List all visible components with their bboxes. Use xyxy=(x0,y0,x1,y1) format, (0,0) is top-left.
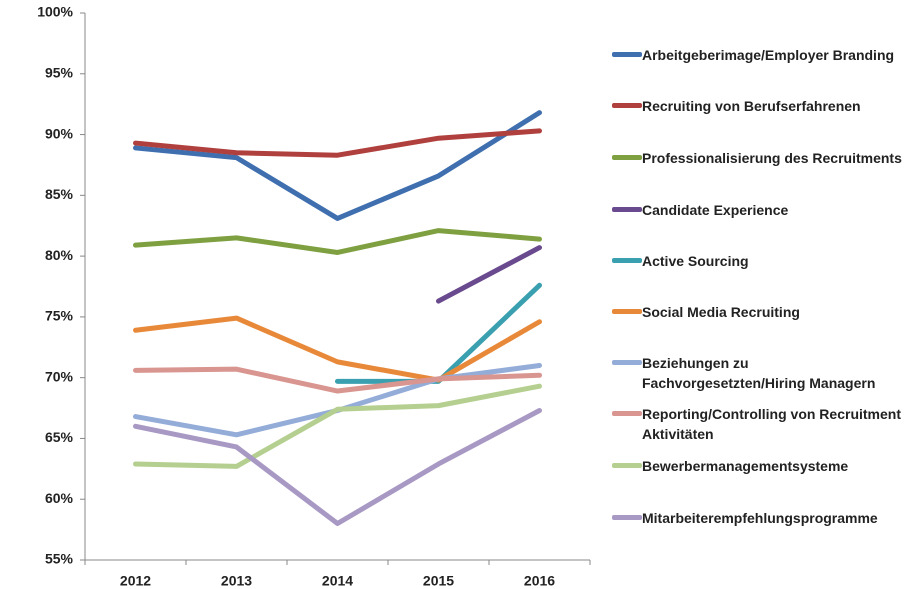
series-line xyxy=(436,245,542,304)
legend-swatch xyxy=(612,360,642,365)
y-tick-label: 100% xyxy=(37,4,73,20)
legend-entry: Reporting/Controlling von Recruitment Ak… xyxy=(612,404,912,444)
legend-entry: Active Sourcing xyxy=(612,251,912,271)
y-tick-label: 70% xyxy=(45,368,74,384)
y-tick-label: 95% xyxy=(45,64,74,80)
legend-swatch xyxy=(612,52,642,57)
y-tick-label: 60% xyxy=(45,490,74,506)
y-tick-label: 55% xyxy=(45,551,74,567)
legend-label: Active Sourcing xyxy=(642,253,749,269)
series-line xyxy=(133,315,542,383)
legend-label: Professionalisierung des Recruitments xyxy=(642,150,902,166)
legend-swatch xyxy=(612,309,642,314)
legend-label: Recruiting von Berufserfahrenen xyxy=(642,98,861,114)
legend-swatch xyxy=(612,411,642,416)
legend-entry: Professionalisierung des Recruitments xyxy=(612,148,912,168)
x-tick-label: 2013 xyxy=(221,573,252,589)
x-tick-label: 2016 xyxy=(524,573,555,589)
legend-label: Reporting/Controlling von Recruitment Ak… xyxy=(642,406,901,442)
legend-swatch xyxy=(612,155,642,160)
legend-label: Mitarbeiterempfehlungsprogramme xyxy=(642,510,878,526)
legend-entry: Arbeitgeberimage/Employer Branding xyxy=(612,45,912,65)
x-tick-label: 2015 xyxy=(423,573,454,589)
series-line xyxy=(133,128,542,158)
x-tick-label: 2014 xyxy=(322,573,353,589)
legend-label: Social Media Recruiting xyxy=(642,304,800,320)
legend-entry: Bewerbermanagementsysteme xyxy=(612,456,912,476)
legend-swatch xyxy=(612,463,642,468)
series-line xyxy=(133,366,542,394)
series-line xyxy=(133,110,542,221)
legend-entry: Beziehungen zu Fachvorgesetzten/Hiring M… xyxy=(612,353,912,393)
legend-entry: Candidate Experience xyxy=(612,200,912,220)
legend-entry: Recruiting von Berufserfahrenen xyxy=(612,96,912,116)
legend-swatch xyxy=(612,103,642,108)
legend-label: Bewerbermanagementsysteme xyxy=(642,458,849,474)
x-tick-label: 2012 xyxy=(120,573,151,589)
series-line xyxy=(133,228,542,255)
legend-swatch xyxy=(612,207,642,212)
series-line xyxy=(133,407,542,527)
legend-entry: Social Media Recruiting xyxy=(612,302,912,322)
y-tick-label: 80% xyxy=(45,247,74,263)
legend-swatch xyxy=(612,515,642,520)
legend-swatch xyxy=(612,258,642,263)
legend-label: Candidate Experience xyxy=(642,202,789,218)
y-tick-label: 85% xyxy=(45,186,74,202)
legend-label: Arbeitgeberimage/Employer Branding xyxy=(642,47,895,63)
legend-entry: Mitarbeiterempfehlungsprogramme xyxy=(612,508,912,528)
y-tick-label: 75% xyxy=(45,308,74,324)
y-tick-label: 90% xyxy=(45,125,74,141)
series-line xyxy=(133,383,542,469)
y-tick-label: 65% xyxy=(45,429,74,445)
legend-label: Beziehungen zu Fachvorgesetzten/Hiring M… xyxy=(642,355,876,391)
